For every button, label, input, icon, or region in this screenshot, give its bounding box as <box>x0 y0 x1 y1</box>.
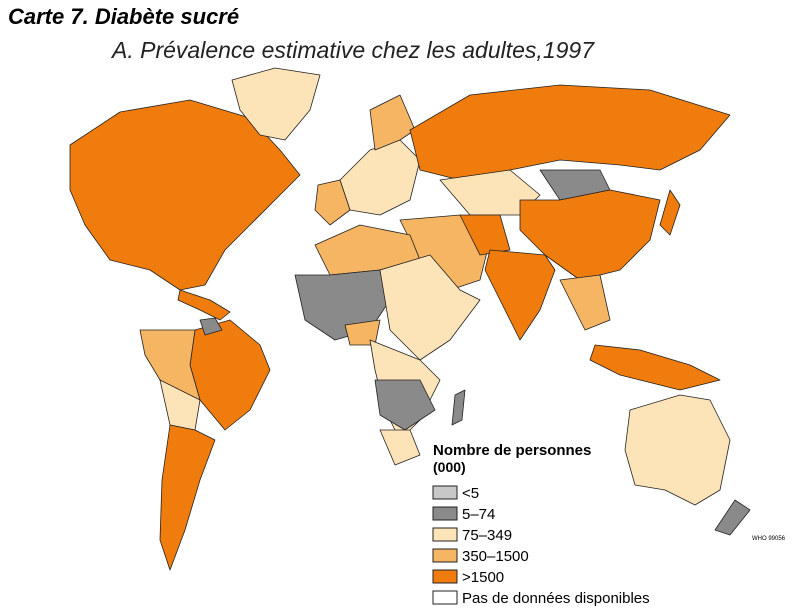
legend-swatch <box>432 548 458 563</box>
legend-swatch <box>432 506 458 521</box>
legend-swatch <box>432 590 458 605</box>
legend-title: Nombre de personnes <box>433 442 591 459</box>
credit: WHO 99056 <box>752 536 786 542</box>
legend-swatch <box>432 485 458 500</box>
legend-label: 5–74 <box>462 506 495 523</box>
legend-label: <5 <box>462 485 479 502</box>
legend-swatch <box>432 569 458 584</box>
world-map <box>69 67 751 571</box>
legend-label: Pas de données disponibles <box>462 590 650 607</box>
legend-label: 75–349 <box>462 527 512 544</box>
subtitle: A. Prévalence estimative chez les adulte… <box>110 37 595 63</box>
legend-label: 350–1500 <box>462 548 529 565</box>
legend-label: >1500 <box>462 569 504 586</box>
title: Carte 7. Diabète sucré <box>8 4 239 29</box>
legend-unit: (000) <box>433 459 466 475</box>
legend: <5 5–74 75–349 350–1500 >1500 Pas de données … <box>432 485 650 607</box>
legend-swatch <box>432 527 458 542</box>
